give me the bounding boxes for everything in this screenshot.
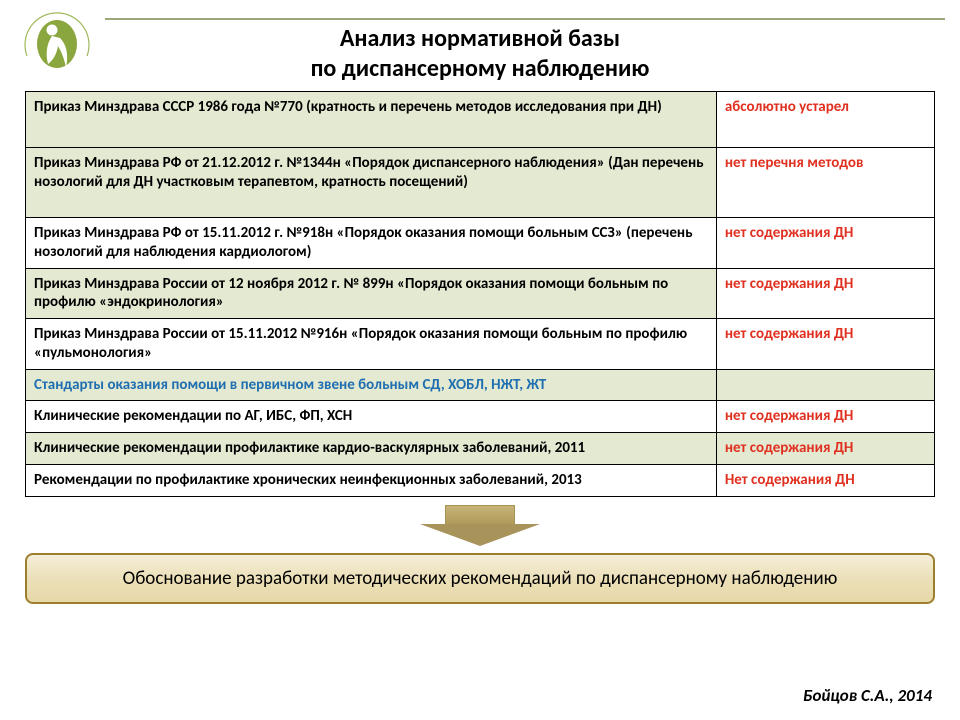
header: Анализ нормативной базы по диспансерному… [0,0,960,85]
status-cell: нет содержания ДН [716,319,934,370]
regulation-cell: Приказ Минздрава РФ от 21.12.2012 г. №13… [26,148,717,218]
table-row: Клинические рекомендации профилактике ка… [26,433,935,465]
status-cell: нет содержания ДН [716,218,934,269]
table-row: Клинические рекомендации по АГ, ИБС, ФП,… [26,401,935,433]
regulation-cell: Приказ Минздрава РФ от 15.11.2012 г. №91… [26,218,717,269]
regulations-table-wrap: Приказ Минздрава СССР 1986 года №770 (кр… [25,91,935,497]
status-cell: нет содержания ДН [716,268,934,319]
table-row: Стандарты оказания помощи в первичном зв… [26,369,935,401]
title-line2: по диспансерному наблюдению [311,54,650,83]
status-cell: нет содержания ДН [716,433,934,465]
conclusion-box: Обоснование разработки методических реко… [25,553,935,604]
status-cell [716,369,934,401]
table-row: Рекомендации по профилактике хронических… [26,464,935,496]
regulation-cell: Приказ Минздрава России от 15.11.2012 №9… [26,319,717,370]
regulation-cell: Приказ Минздрава России от 12 ноября 201… [26,268,717,319]
status-cell: нет содержания ДН [716,401,934,433]
status-cell: абсолютно устарел [716,92,934,148]
table-row: Приказ Минздрава РФ от 21.12.2012 г. №13… [26,148,935,218]
status-cell: нет перечня методов [716,148,934,218]
status-cell: Нет содержания ДН [716,464,934,496]
conclusion-text: Обоснование разработки методических реко… [123,567,838,590]
slide-title: Анализ нормативной базы по диспансерному… [0,10,960,84]
regulation-cell: Стандарты оказания помощи в первичном зв… [26,369,717,401]
table-row: Приказ Минздрава России от 15.11.2012 №9… [26,319,935,370]
regulation-cell: Приказ Минздрава СССР 1986 года №770 (кр… [26,92,717,148]
citation: Бойцов С.А., 2014 [803,685,932,706]
table-row: Приказ Минздрава СССР 1986 года №770 (кр… [26,92,935,148]
regulation-cell: Клинические рекомендации по АГ, ИБС, ФП,… [26,401,717,433]
down-arrow [420,505,540,547]
regulations-table: Приказ Минздрава СССР 1986 года №770 (кр… [25,91,935,497]
title-line1: Анализ нормативной базы [340,24,620,53]
table-row: Приказ Минздрава России от 12 ноября 201… [26,268,935,319]
table-row: Приказ Минздрава РФ от 15.11.2012 г. №91… [26,218,935,269]
regulation-cell: Клинические рекомендации профилактике ка… [26,433,717,465]
regulation-cell: Рекомендации по профилактике хронических… [26,464,717,496]
org-logo [12,6,102,76]
header-divider [105,18,945,20]
